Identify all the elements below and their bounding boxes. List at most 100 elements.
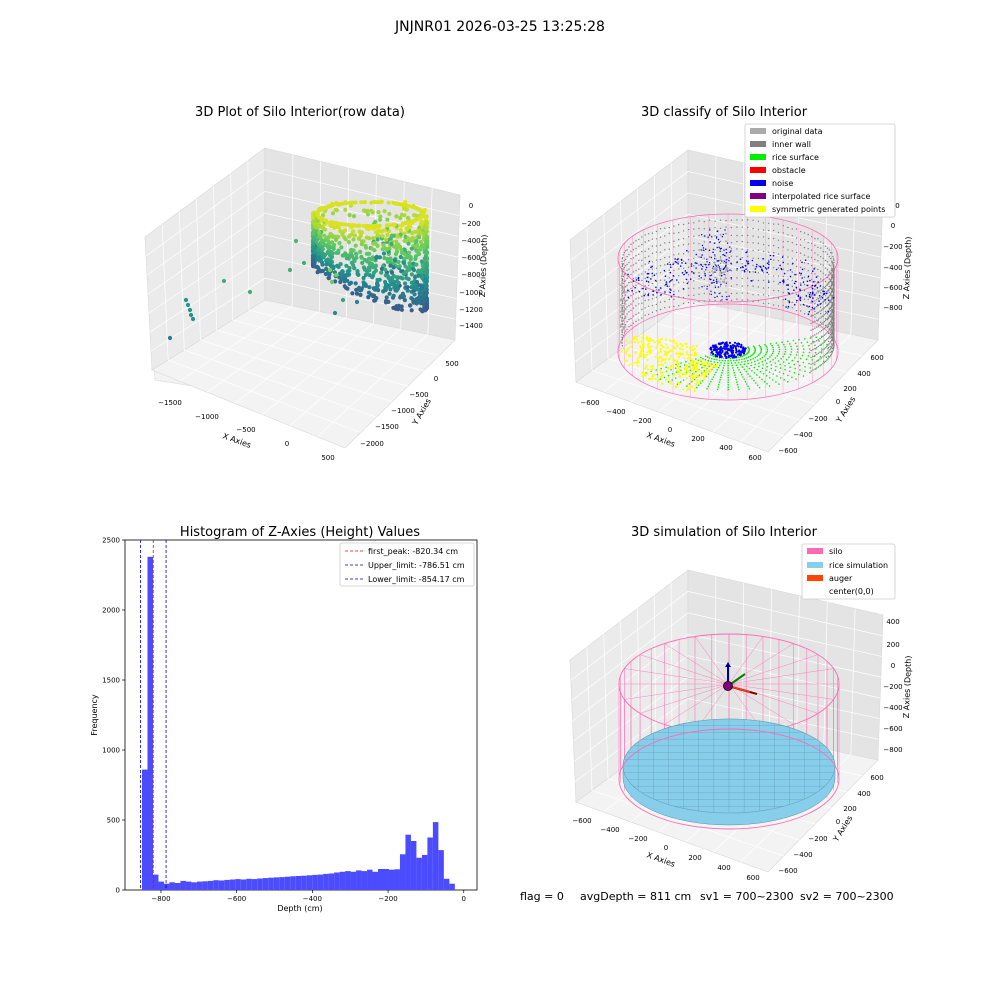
raw-point (395, 234, 400, 239)
noise-point (627, 289, 629, 292)
inner-wall-point (829, 349, 831, 351)
symmetric-point (668, 350, 671, 353)
rice-surface-point (737, 386, 739, 388)
histogram-bar (345, 871, 351, 890)
rice-surface-point (708, 357, 711, 359)
rice-surface-point (754, 347, 756, 350)
noise-point (767, 267, 770, 269)
symmetric-point (701, 364, 705, 367)
simulation-y-tick: −600 (778, 867, 797, 875)
noise-point (747, 262, 750, 265)
inner-wall-point (655, 251, 658, 253)
inner-wall-point (664, 279, 666, 281)
noise-point (811, 287, 814, 290)
inner-wall-point (668, 285, 670, 287)
symmetric-point (678, 382, 681, 385)
inner-wall-point (799, 310, 802, 312)
simulation-3d-title: 3D simulation of Silo Interior (631, 525, 818, 540)
inner-wall-point (668, 261, 670, 264)
noise-point (718, 246, 720, 248)
inner-wall-point (624, 301, 627, 303)
noise-point (768, 281, 770, 283)
inner-wall-point (736, 277, 738, 279)
raw-x-tick: −1000 (195, 413, 219, 421)
noise-point (806, 305, 808, 307)
axes-gridline (741, 582, 745, 732)
inner-wall-point (832, 288, 834, 290)
symmetric-point (664, 350, 667, 353)
histogram-bar (339, 871, 346, 890)
inner-wall-point (795, 293, 798, 296)
noise-point (804, 259, 807, 262)
inner-wall-point (824, 310, 827, 313)
rice-surface-point (764, 353, 767, 356)
rice-surface-point (778, 350, 781, 353)
raw-point (353, 243, 358, 248)
inner-wall-point (773, 229, 775, 232)
inner-wall-point (787, 249, 789, 251)
raw-z-tick: −800 (461, 271, 480, 279)
inner-wall-point (635, 298, 637, 300)
noise-point (799, 289, 801, 292)
inner-wall-point (687, 287, 690, 289)
inner-wall-point (773, 237, 775, 240)
rice-surface-point (808, 362, 810, 365)
inner-wall-point (816, 312, 818, 315)
rice-surface-point (754, 348, 756, 351)
inner-wall-point (791, 292, 793, 294)
raw-point (393, 306, 398, 311)
rice-surface-point (698, 374, 701, 377)
inner-wall-point (822, 315, 824, 317)
noise-point (743, 270, 746, 273)
inner-wall-point (630, 303, 632, 305)
symmetric-point (705, 372, 709, 375)
noise-point (709, 275, 711, 277)
noise-point (670, 296, 673, 298)
raw-point (358, 233, 363, 238)
raw-point (414, 279, 420, 285)
raw-point (386, 275, 391, 280)
raw-point (317, 251, 322, 256)
raw-outlier-point (183, 297, 189, 303)
symmetric-point (707, 362, 711, 366)
inner-wall-point (824, 295, 827, 297)
raw-point (415, 242, 420, 248)
noise-point (743, 269, 746, 272)
inner-wall-point (644, 263, 646, 265)
inner-wall-point (832, 314, 835, 316)
inner-wall-point (811, 242, 813, 244)
noise-point (721, 236, 723, 238)
rice-surface-point (727, 381, 729, 384)
original-data-point (623, 306, 626, 309)
noise-point (812, 297, 814, 299)
noise-point (643, 294, 645, 297)
raw-point (339, 245, 344, 250)
symmetric-point (695, 352, 698, 356)
raw-point (391, 293, 396, 298)
legend-label-first-peak: first_peak: -820.34 cm (368, 547, 458, 556)
noise-point (799, 299, 802, 302)
inner-wall-point (762, 272, 765, 274)
rice-surface-point (739, 355, 742, 358)
histogram-x-tick: −400 (303, 895, 322, 903)
raw-point (333, 207, 338, 212)
symmetric-point (669, 365, 673, 368)
inner-wall-point (626, 299, 628, 301)
rice-surface-point (744, 360, 746, 363)
inner-wall-point (833, 313, 835, 315)
raw-point (424, 219, 429, 225)
noise-point (658, 289, 660, 291)
noise-point (717, 260, 720, 262)
inner-wall-point (817, 366, 820, 368)
noise-point (665, 281, 668, 283)
symmetric-point (703, 361, 706, 364)
inner-wall-point (820, 241, 822, 243)
inner-wall-point (811, 236, 813, 238)
raw-point (383, 298, 389, 304)
rice-surface-point (713, 361, 716, 363)
rice-surface-point (798, 373, 800, 376)
inner-wall-point (708, 293, 711, 295)
legend-label-lower-limit: Lower_limit: -854.17 cm (368, 575, 465, 584)
symmetric-point (696, 375, 699, 378)
inner-wall-point (824, 324, 827, 327)
